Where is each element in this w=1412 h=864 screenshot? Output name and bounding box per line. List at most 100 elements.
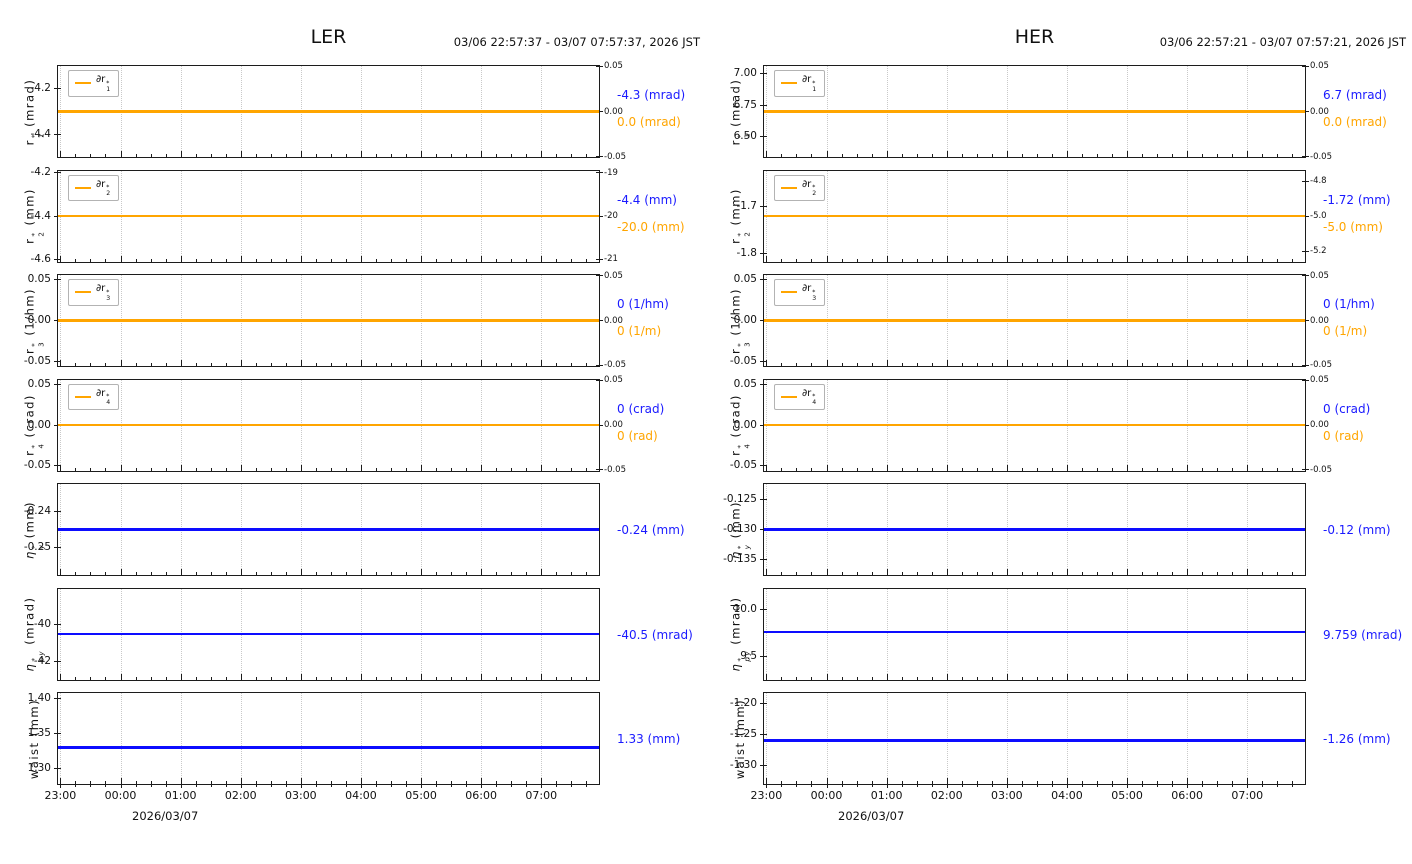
x-minor-tick bbox=[1036, 572, 1038, 575]
x-tick-label: 07:00 bbox=[525, 789, 558, 802]
legend-line-sample bbox=[781, 395, 797, 398]
x-minor-tick bbox=[841, 154, 843, 157]
right-y-tick bbox=[596, 172, 603, 174]
x-minor-tick bbox=[1217, 572, 1219, 575]
x-minor-tick bbox=[255, 154, 257, 157]
x-major-tick bbox=[826, 673, 828, 680]
gridline bbox=[1006, 693, 1008, 784]
x-minor-tick bbox=[345, 154, 347, 157]
x-minor-tick bbox=[1232, 363, 1234, 366]
right-y-tick-label: -4.8 bbox=[1310, 176, 1327, 186]
x-minor-tick bbox=[1202, 154, 1204, 157]
x-minor-tick bbox=[210, 572, 212, 575]
x-minor-tick bbox=[165, 572, 167, 575]
x-minor-tick bbox=[1112, 154, 1114, 157]
y-tick-label: -1.8 bbox=[736, 246, 758, 259]
x-minor-tick bbox=[1036, 467, 1038, 471]
x-minor-tick bbox=[961, 781, 963, 787]
x-minor-tick bbox=[991, 154, 993, 157]
right-y-tick bbox=[596, 379, 603, 381]
column-timespan: 03/06 22:57:21 - 03/07 07:57:21, 2026 JS… bbox=[1159, 35, 1406, 49]
y-tick-label: -4.2 bbox=[30, 82, 52, 95]
x-minor-tick bbox=[526, 467, 528, 471]
x-minor-tick bbox=[105, 154, 107, 157]
x-minor-tick bbox=[210, 258, 212, 262]
x-major-tick bbox=[1247, 673, 1249, 680]
right-y-tick-label: 0.05 bbox=[604, 61, 623, 72]
plot-area-her-r4: 0.05 0.00 -0.05 0.05 0.00 -0.05 ∂r * 4 bbox=[730, 375, 1332, 474]
x-minor-tick bbox=[1142, 676, 1144, 680]
x-minor-tick bbox=[991, 572, 993, 575]
x-major-tick bbox=[826, 778, 828, 788]
y-tick bbox=[760, 104, 767, 106]
x-major-tick bbox=[541, 151, 543, 157]
x-major-tick bbox=[886, 151, 888, 157]
x-tick-label: 06:00 bbox=[1171, 789, 1203, 802]
right-y-tick bbox=[1302, 364, 1309, 366]
x-minor-tick bbox=[1232, 572, 1234, 575]
x-major-tick bbox=[300, 569, 302, 575]
y-tick bbox=[54, 258, 61, 260]
x-minor-tick bbox=[526, 363, 528, 366]
y-tick bbox=[760, 529, 767, 530]
legend: ∂r * 2 bbox=[774, 174, 826, 202]
x-major-tick bbox=[1127, 778, 1129, 788]
x-minor-tick bbox=[1036, 363, 1038, 366]
x-minor-tick bbox=[75, 363, 77, 366]
x-major-tick bbox=[481, 255, 483, 262]
x-minor-tick bbox=[856, 467, 858, 471]
right-y-tick-label: 0.05 bbox=[1310, 270, 1329, 281]
x-minor-tick bbox=[841, 676, 843, 680]
x-minor-tick bbox=[901, 154, 903, 157]
right-y-tick bbox=[1302, 111, 1309, 112]
x-minor-tick bbox=[195, 572, 197, 575]
readout-primary: 9.759 (mrad) bbox=[1323, 627, 1403, 642]
x-minor-tick bbox=[285, 676, 287, 680]
x-minor-tick bbox=[976, 258, 978, 262]
readout-secondary: 0 (1/m) bbox=[1323, 324, 1368, 338]
x-minor-tick bbox=[796, 467, 798, 471]
x-minor-tick bbox=[150, 781, 152, 787]
x-major-tick bbox=[60, 464, 62, 471]
x-major-tick bbox=[1187, 151, 1189, 157]
x-minor-tick bbox=[1202, 572, 1204, 575]
x-major-tick bbox=[946, 151, 948, 157]
x-minor-tick bbox=[1081, 467, 1083, 471]
x-minor-tick bbox=[871, 154, 873, 157]
x-minor-tick bbox=[436, 363, 438, 366]
x-minor-tick bbox=[991, 363, 993, 366]
x-major-tick bbox=[886, 569, 888, 575]
right-y-tick bbox=[596, 111, 603, 112]
x-minor-tick bbox=[586, 154, 588, 157]
x-minor-tick bbox=[511, 676, 513, 680]
x-minor-tick bbox=[315, 467, 317, 471]
x-minor-tick bbox=[1097, 363, 1098, 366]
x-tick-label: 07:00 bbox=[1231, 789, 1264, 802]
x-minor-tick bbox=[1202, 781, 1204, 787]
x-major-tick bbox=[1247, 360, 1249, 366]
gridline bbox=[886, 693, 888, 784]
x-minor-tick bbox=[991, 258, 993, 262]
readout-secondary: 0 (rad) bbox=[617, 428, 658, 443]
data-series-line bbox=[764, 319, 1305, 322]
x-minor-tick bbox=[931, 572, 933, 575]
right-y-tick bbox=[1302, 156, 1309, 158]
x-minor-tick bbox=[931, 258, 933, 262]
right-y-tick bbox=[596, 215, 603, 217]
x-minor-tick bbox=[375, 676, 377, 680]
y-tick bbox=[760, 656, 767, 658]
y-tick-label: -1.25 bbox=[729, 728, 757, 741]
data-series-line bbox=[764, 739, 1305, 742]
x-minor-tick bbox=[375, 572, 377, 575]
x-minor-tick bbox=[1097, 572, 1098, 575]
right-y-tick bbox=[1302, 180, 1309, 182]
gridline bbox=[1247, 588, 1249, 680]
x-minor-tick bbox=[466, 363, 468, 366]
x-minor-tick bbox=[571, 258, 573, 262]
x-minor-tick bbox=[1217, 467, 1219, 471]
x-minor-tick bbox=[781, 467, 783, 471]
right-y-tick-label: -0.05 bbox=[604, 360, 626, 371]
x-minor-tick bbox=[901, 572, 903, 575]
x-minor-tick bbox=[225, 258, 227, 262]
x-minor-tick bbox=[451, 363, 453, 366]
